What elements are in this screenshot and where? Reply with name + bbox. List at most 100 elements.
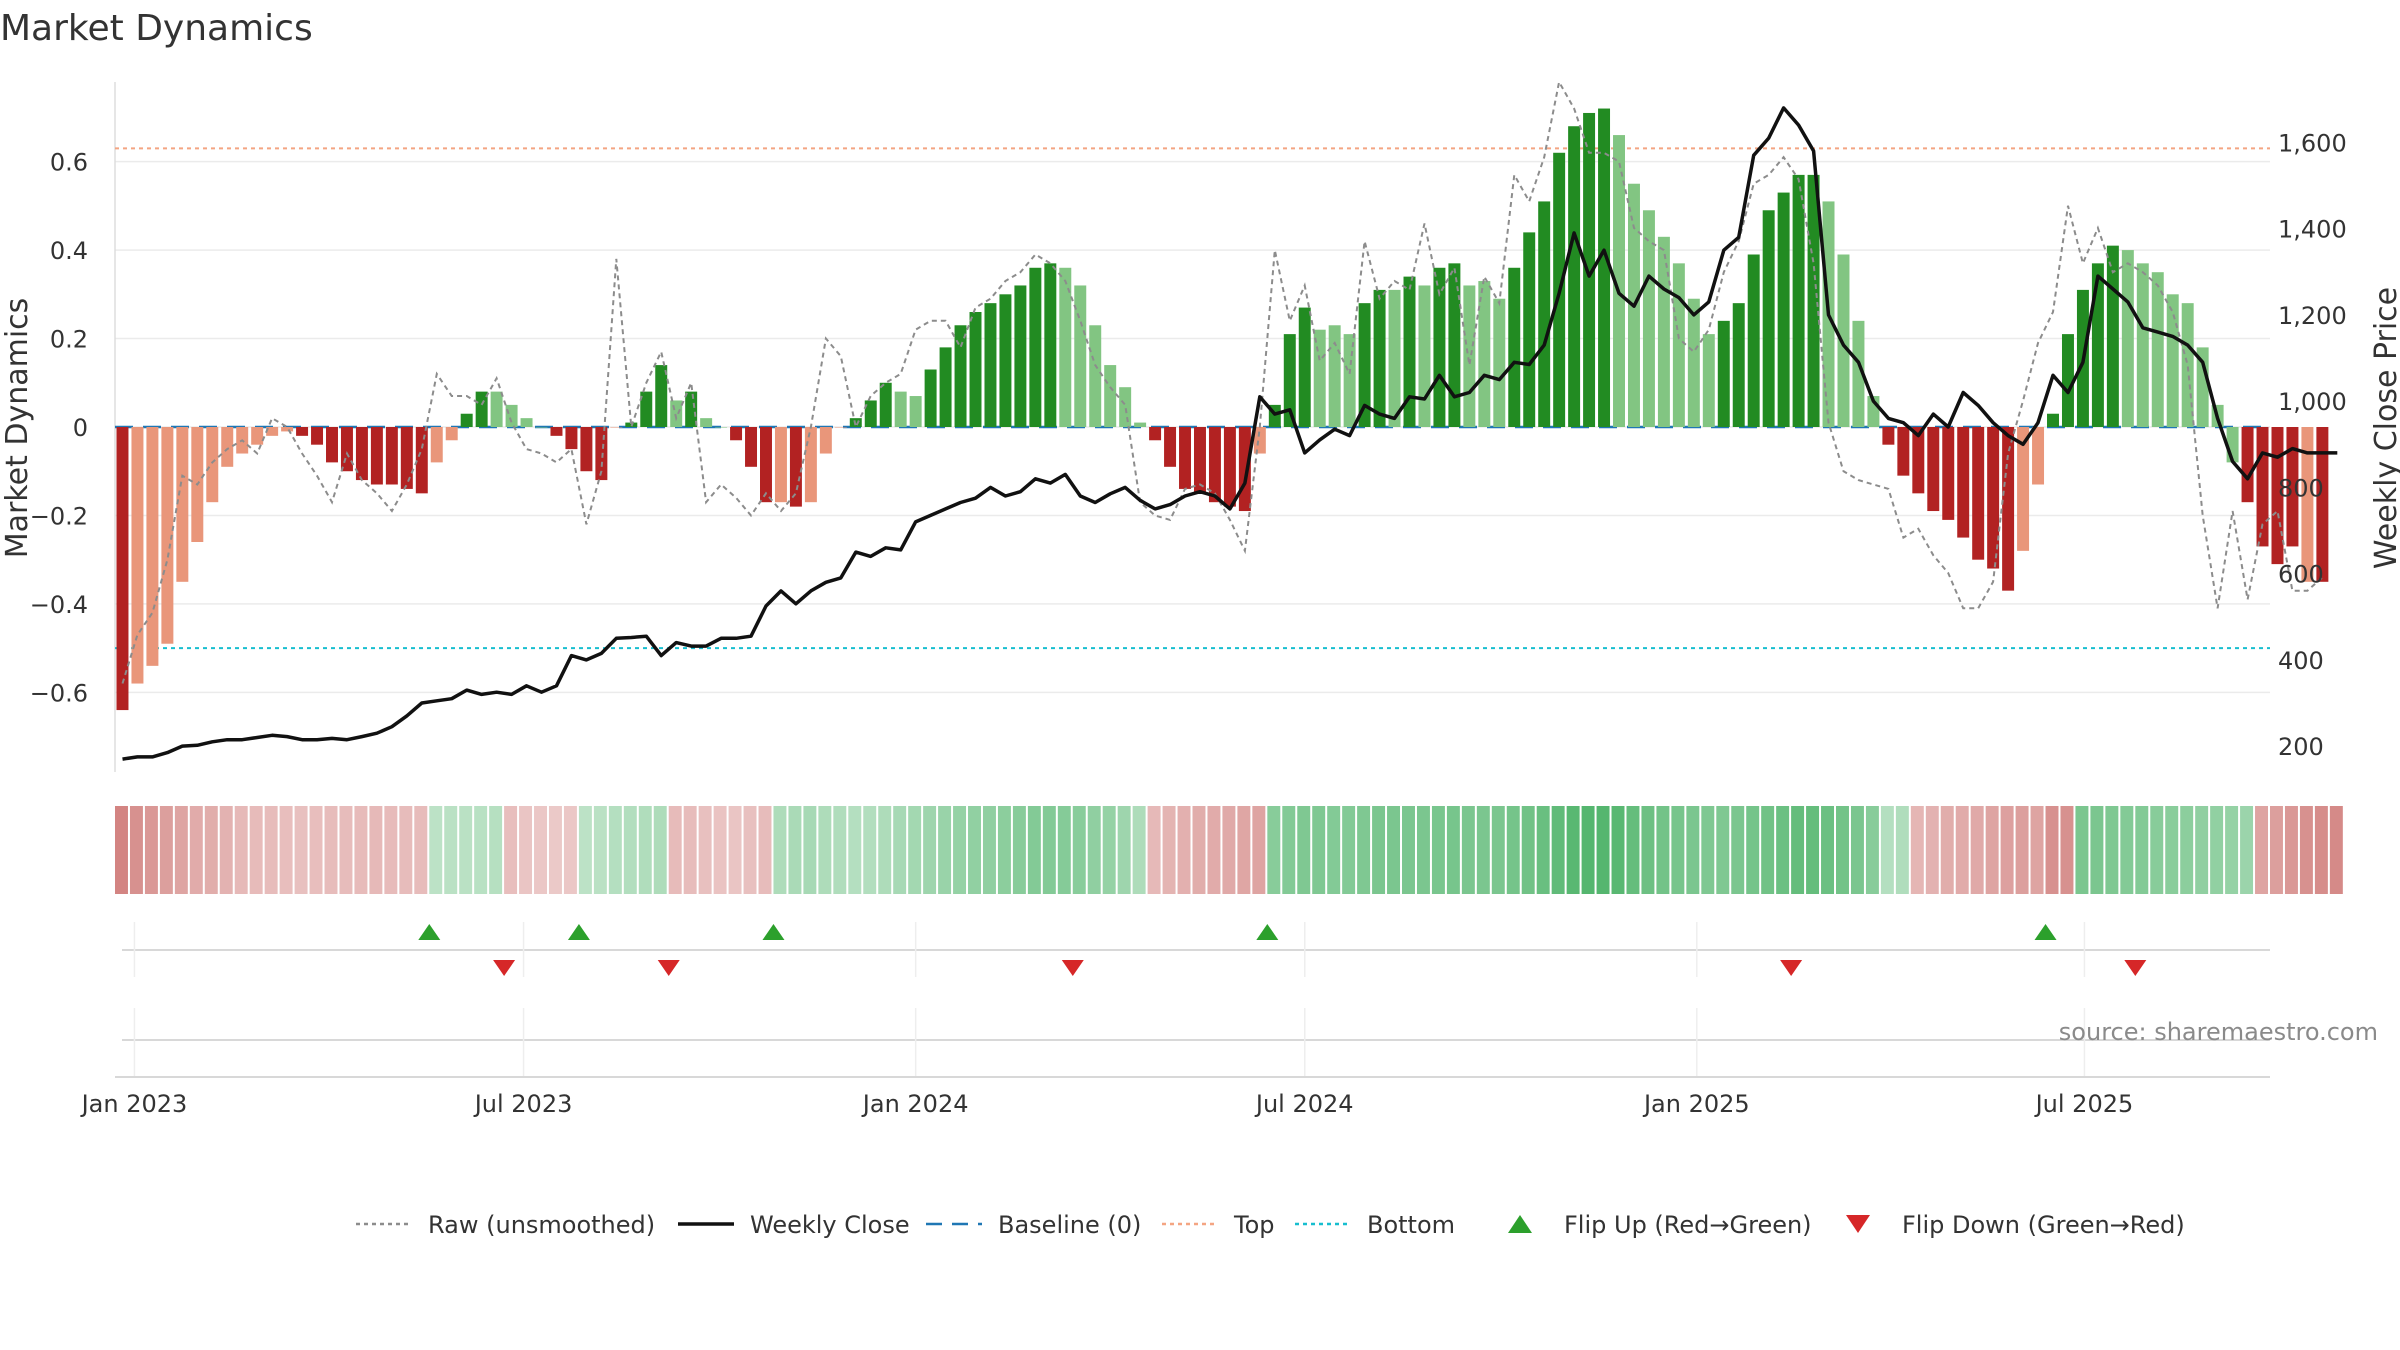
momentum-bar-115 [1837,254,1850,427]
heat-cell-48 [833,806,847,894]
heat-cell-47 [818,806,832,894]
heat-cell-80 [1312,806,1326,894]
momentum-bar-77 [1268,404,1281,427]
heat-cell-43 [758,806,772,894]
momentum-bar-95 [1538,201,1551,427]
momentum-bar-128 [2032,427,2045,485]
momentum-bar-104 [1672,263,1685,427]
momentum-bar-1 [131,427,144,684]
heat-cell-6 [204,806,218,894]
legend-item-2: Baseline (0) [926,1211,1141,1239]
legend-label-0: Raw (unsmoothed) [428,1211,655,1239]
heat-cell-2 [144,806,158,894]
legend-label-3: Top [1233,1211,1275,1239]
flip-up-marker-2 [762,924,785,940]
heat-cell-142 [2240,806,2254,894]
momentum-bar-99 [1598,108,1611,428]
right-tick-label-4: 1,000 [2278,388,2347,416]
heat-cell-74 [1222,806,1236,894]
momentum-bar-47 [819,427,832,454]
momentum-bar-102 [1642,210,1655,427]
heat-cell-75 [1237,806,1251,894]
heat-cell-115 [1836,806,1849,894]
momentum-bar-63 [1059,267,1072,427]
momentum-bar-113 [1807,174,1820,427]
lower-empty-panel [122,1008,2270,1076]
heat-cell-32 [593,806,607,894]
heat-cell-8 [234,806,248,894]
momentum-bar-48 [834,427,847,428]
heat-cell-99 [1596,806,1610,894]
heat-cell-118 [1880,806,1894,894]
flip-down-marker-4 [2124,960,2147,976]
heat-cell-112 [1791,806,1805,894]
flip-up-marker-1 [567,924,590,940]
momentum-bar-87 [1418,285,1431,427]
legend-label-6: Flip Down (Green→Red) [1902,1211,2185,1239]
source-note: source: sharemaestro.com [2059,1018,2378,1046]
flip-down-marker-1 [657,960,680,976]
legend-label-5: Flip Up (Red→Green) [1564,1211,1812,1239]
flip-up-marker-4 [2034,924,2057,940]
heat-cell-145 [2284,806,2298,894]
momentum-bar-53 [909,396,922,427]
momentum-bar-33 [610,427,623,428]
momentum-bar-24 [475,391,488,427]
momentum-bar-71 [1179,427,1192,489]
heat-cell-65 [1087,806,1101,894]
momentum-bar-81 [1328,325,1341,427]
heat-cell-55 [938,806,952,894]
right-tick-label-3: 800 [2278,474,2324,502]
momentum-bar-23 [460,413,473,427]
heat-cell-100 [1611,806,1625,894]
momentum-bar-51 [879,382,892,427]
momentum-bar-73 [1208,427,1221,503]
heat-cell-56 [953,806,967,894]
momentum-bar-60 [1014,285,1027,427]
momentum-bar-22 [445,427,458,441]
momentum-bar-112 [1792,174,1805,427]
heat-cell-109 [1746,806,1760,894]
momentum-bar-85 [1388,289,1401,427]
heat-cell-121 [1925,806,1939,894]
momentum-bar-40 [715,427,728,428]
chart-title: Market Dynamics [0,8,313,49]
reference-lines [115,147,2270,650]
heat-cell-42 [743,806,757,894]
raw-unsmoothed-line [121,79,2324,684]
heat-cell-67 [1117,806,1131,894]
momentum-bar-35 [640,391,653,427]
heat-cell-20 [414,806,428,894]
heat-cell-66 [1102,806,1116,894]
heat-cell-31 [578,806,592,894]
momentum-bar-66 [1104,365,1117,427]
momentum-bar-127 [2017,427,2030,551]
heat-cell-108 [1731,806,1745,894]
heat-cell-133 [2105,806,2119,894]
momentum-bar-55 [939,347,952,427]
momentum-bar-146 [2301,427,2314,582]
momentum-bar-116 [1852,320,1865,427]
momentum-bar-54 [924,369,937,427]
legend-item-6: Flip Down (Green→Red) [1846,1211,2185,1239]
heat-cell-5 [189,806,203,894]
momentum-bar-31 [580,427,593,472]
left-tick-label-6: 0.6 [50,149,88,177]
momentum-bar-90 [1463,285,1476,427]
heat-cell-50 [863,806,877,894]
heat-cell-68 [1132,806,1146,894]
momentum-bar-88 [1433,267,1446,427]
heat-cell-0 [115,806,128,894]
heat-cell-51 [878,806,892,894]
momentum-bar-50 [864,400,877,427]
heat-cell-18 [384,806,398,894]
heat-cell-21 [429,806,443,894]
heat-cell-120 [1910,806,1924,894]
heat-cell-131 [2075,806,2089,894]
momentum-bar-125 [1987,427,2000,569]
momentum-bar-37 [670,400,683,427]
x-tick-label-5: Jul 2025 [2034,1090,2134,1118]
flip-up-marker-0 [418,924,441,940]
heat-cell-124 [1970,806,1984,894]
left-tick-label-3: 0 [73,414,88,442]
